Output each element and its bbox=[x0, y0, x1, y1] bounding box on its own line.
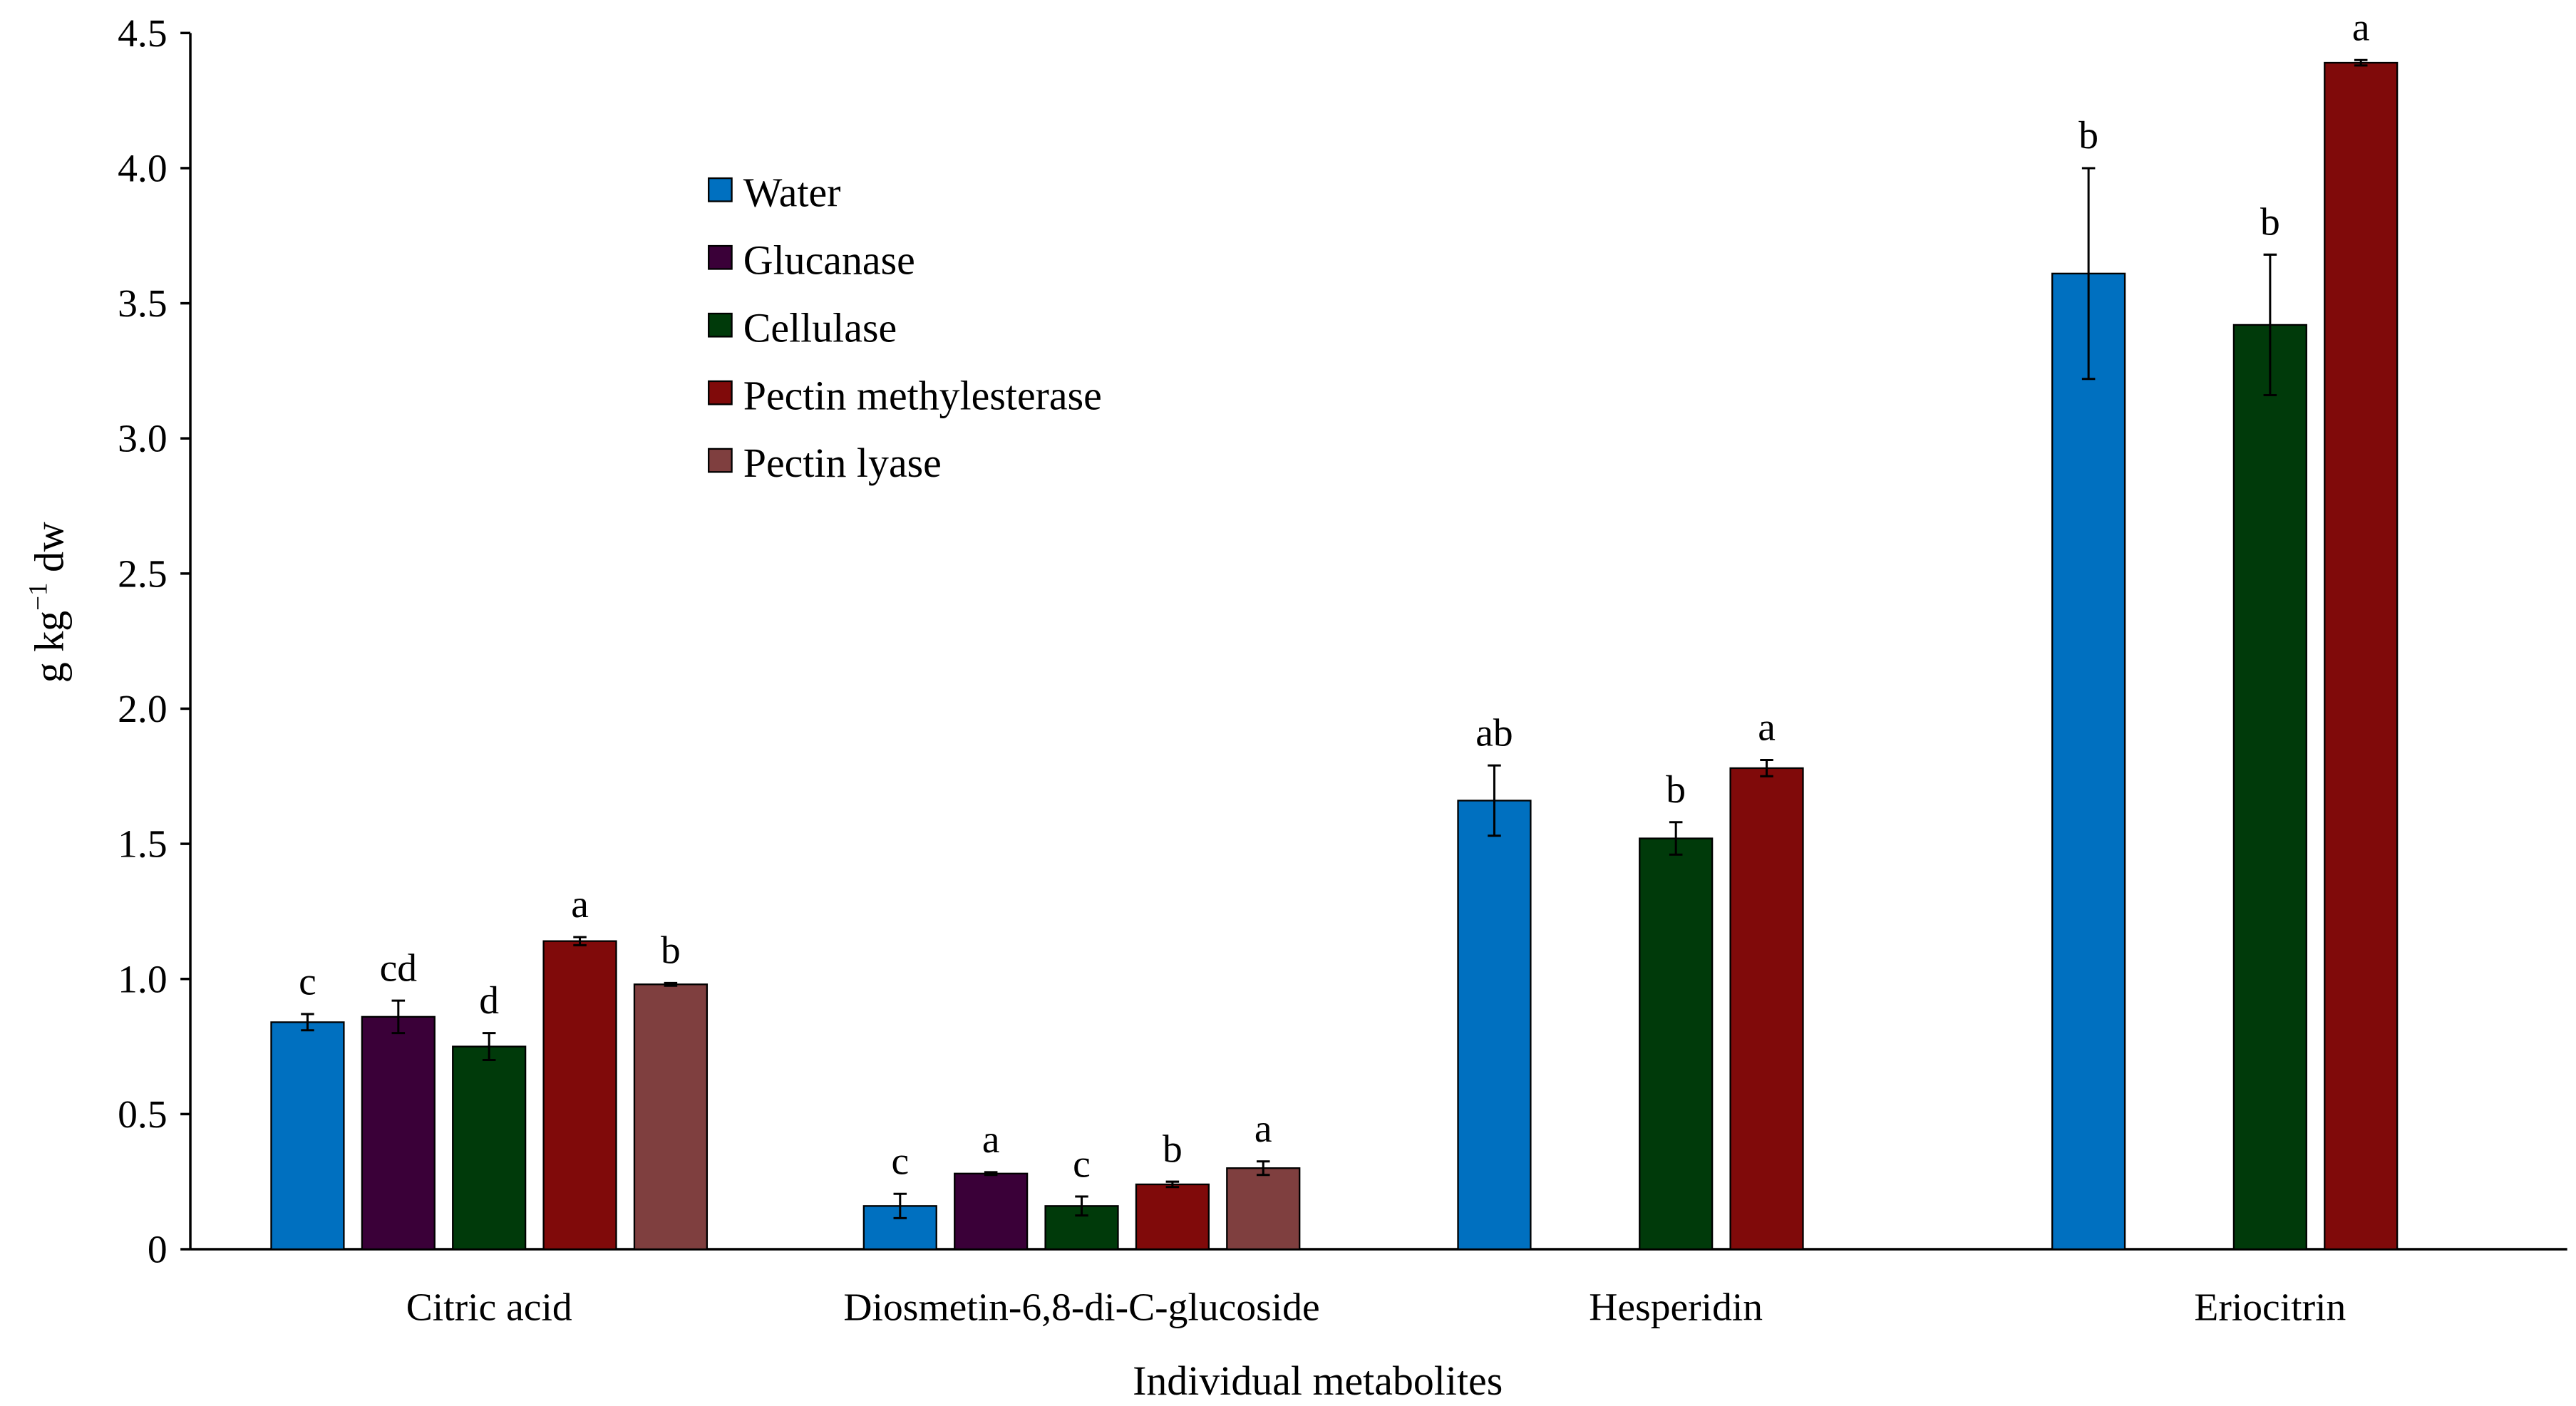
legend-label: Cellulase bbox=[743, 304, 897, 351]
axes: 0 0.5 1.0 1.5 2.0 2.5 3.0 3.5 4.0 4.5 Citric acid D… bbox=[118, 11, 2567, 1330]
significance-letter: ab bbox=[1475, 710, 1513, 755]
significance-letter: b bbox=[661, 929, 681, 973]
y-axis-label: g kg−1 dw bbox=[24, 522, 73, 683]
y-tick-label: 1.5 bbox=[118, 822, 167, 867]
significance-letter: a bbox=[982, 1117, 1000, 1162]
y-tick-label: 1.0 bbox=[118, 957, 167, 1001]
bar bbox=[2232, 324, 2307, 1251]
bar bbox=[452, 1045, 527, 1251]
significance-letter: b bbox=[2260, 200, 2280, 244]
significance-letter: cd bbox=[380, 946, 418, 990]
bar bbox=[1135, 1183, 1210, 1251]
y-axis-label-suffix: dw bbox=[26, 522, 73, 582]
significance-letter: b bbox=[1666, 767, 1686, 812]
significance-letter: c bbox=[891, 1139, 909, 1183]
legend-swatch bbox=[708, 244, 733, 270]
y-axis-label-main: g kg bbox=[26, 611, 73, 683]
legend-swatch bbox=[708, 380, 733, 405]
bar bbox=[361, 1015, 436, 1251]
bar bbox=[1639, 837, 1714, 1251]
y-tick-label: 3.5 bbox=[118, 281, 167, 326]
y-tick-label: 3.0 bbox=[118, 417, 167, 461]
bar bbox=[2051, 272, 2126, 1251]
y-tick-label: 2.0 bbox=[118, 687, 167, 731]
y-tick-label: 4.0 bbox=[118, 146, 167, 190]
bar bbox=[633, 983, 709, 1251]
significance-letter: a bbox=[2352, 5, 2370, 49]
significance-letter: c bbox=[299, 959, 316, 1003]
bar bbox=[1457, 800, 1532, 1251]
bar bbox=[954, 1172, 1029, 1251]
significance-letter: b bbox=[2078, 113, 2098, 157]
legend-item: Pectin methylesterase bbox=[708, 372, 1102, 418]
significance-letter: a bbox=[571, 882, 589, 926]
significance-letter: d bbox=[479, 978, 499, 1023]
x-tick-label: Citric acid bbox=[406, 1286, 572, 1330]
legend: Water Glucanase Cellulase Pectin methyleste… bbox=[708, 169, 1102, 486]
legend-label: Pectin methylesterase bbox=[743, 372, 1102, 418]
bar bbox=[2324, 61, 2399, 1251]
x-axis-label: Individual metabolites bbox=[1133, 1358, 1503, 1404]
bar bbox=[1729, 767, 1804, 1251]
legend-label: Pectin lyase bbox=[743, 440, 942, 486]
legend-swatch bbox=[708, 448, 733, 473]
significance-letter: b bbox=[1163, 1127, 1183, 1171]
legend-item: Glucanase bbox=[708, 237, 915, 283]
legend-label: Glucanase bbox=[743, 237, 915, 283]
bar bbox=[270, 1021, 345, 1251]
legend-item: Water bbox=[708, 169, 841, 215]
x-tick-label: Eriocitrin bbox=[2194, 1286, 2346, 1330]
legend-swatch bbox=[708, 312, 733, 338]
bar bbox=[542, 940, 617, 1251]
x-tick-label: Hesperidin bbox=[1589, 1286, 1763, 1330]
legend-item: Pectin lyase bbox=[708, 440, 942, 486]
bar bbox=[1226, 1167, 1301, 1251]
y-axis-label-sup: −1 bbox=[24, 582, 53, 610]
legend-label: Water bbox=[743, 169, 841, 215]
y-tick-label: 0 bbox=[148, 1228, 168, 1272]
x-tick-label: Diosmetin-6,8-di-C-glucoside bbox=[843, 1286, 1319, 1330]
y-tick-label: 4.5 bbox=[118, 11, 167, 56]
legend-item: Cellulase bbox=[708, 304, 897, 351]
y-tick-label: 0.5 bbox=[118, 1092, 167, 1137]
y-tick-label: 2.5 bbox=[118, 552, 167, 596]
significance-letter: a bbox=[1758, 705, 1776, 750]
significance-letter: c bbox=[1073, 1142, 1091, 1186]
legend-swatch bbox=[708, 177, 733, 202]
significance-letter: a bbox=[1254, 1107, 1272, 1151]
